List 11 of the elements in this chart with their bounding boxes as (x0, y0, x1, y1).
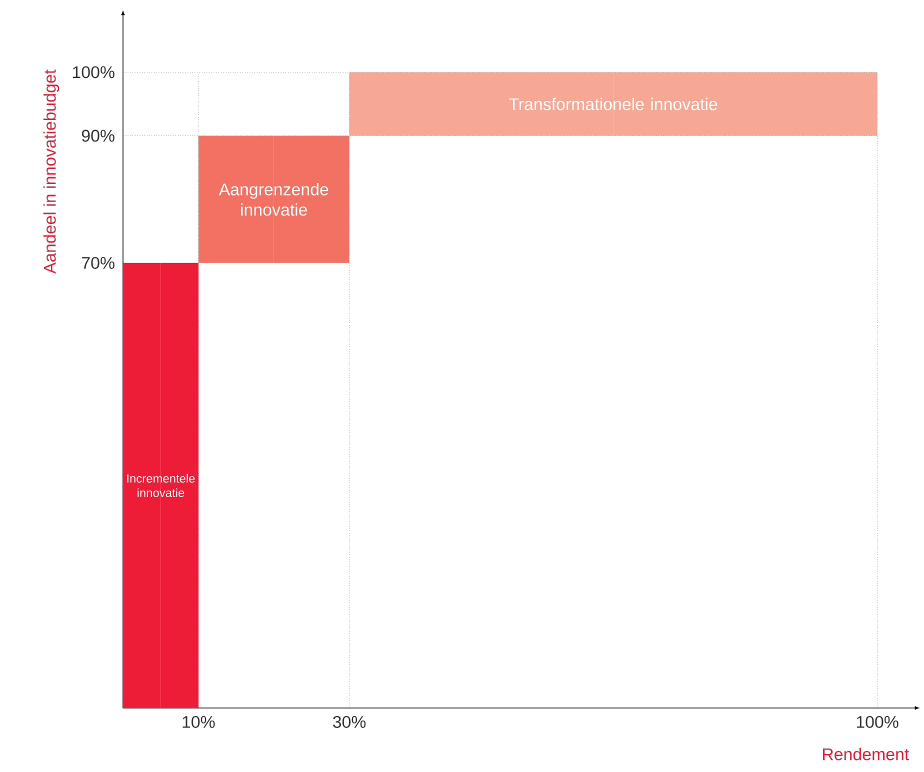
x-tick-label: 10% (182, 716, 215, 728)
y-tick-label: 100% (73, 66, 114, 78)
y-tick-label: 70% (82, 256, 114, 269)
series-label: Transformationele innovatie (509, 98, 718, 110)
x-tick-label: 100% (856, 716, 898, 728)
series-label: Aangrenzende innovatie (218, 182, 328, 216)
series-label: Incrementele innovatie (127, 474, 195, 498)
x-axis-title: Rendement (822, 748, 910, 760)
y-axis-title: Aandeel in innovatiebudget (43, 70, 60, 274)
x-tick-label: 30% (332, 716, 366, 728)
y-tick-label: 90% (82, 130, 114, 142)
